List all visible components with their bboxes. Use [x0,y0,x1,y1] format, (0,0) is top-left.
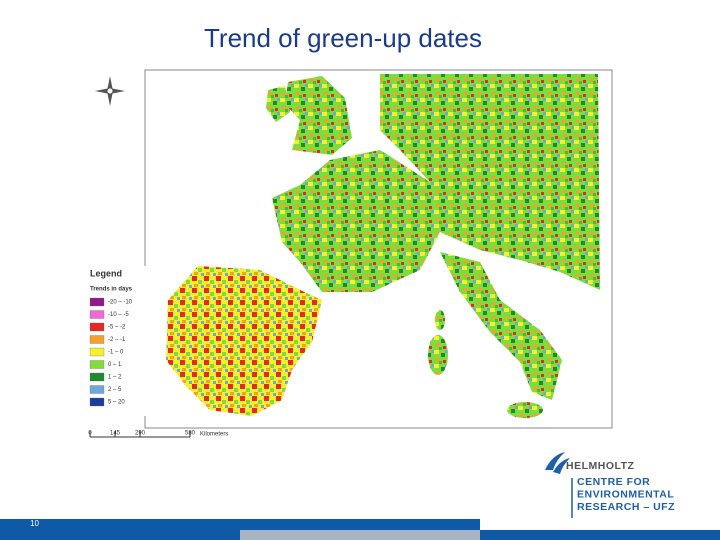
logo: HELMHOLTZ CENTRE FORENVIRONMENTALRESEARCH… [545,452,675,518]
legend-label: 0 – 1 [108,362,122,368]
logo-text: ENVIRONMENTAL [577,488,674,500]
logo-text: HELMHOLTZ [566,460,635,472]
scale-label: 290 [135,431,146,437]
legend-label: -10 – -5 [108,312,129,318]
legend: Legend Trends in days -20 – -10 -10 – -5 -… [86,266,146,416]
map [144,69,613,429]
scale-label: 145 [110,431,121,437]
legend-label: 5 – 20 [108,400,125,406]
footer-bar [0,519,480,530]
page-number: 10 [30,519,39,528]
legend-label: -5 – -2 [108,325,126,331]
legend-label: 2 – 5 [108,387,122,393]
footer-bar [240,530,480,540]
legend-swatch [89,335,105,344]
legend-subtitle: Trends in days [90,287,133,293]
legend-label: 1 – 2 [108,375,122,381]
title: Trend of green-up dates [204,23,482,53]
footer-bar [0,530,240,540]
compass [95,76,125,106]
legend-swatch [89,322,105,332]
legend-label: -1 – 0 [108,350,124,356]
footer-bar [480,530,720,540]
scale-unit: Kilometers [200,432,228,438]
logo-text: RESEARCH – UFZ [577,501,675,513]
legend-swatch [89,385,105,394]
legend-label: -20 – -10 [108,300,133,306]
logo-text: CENTRE FOR [577,476,650,488]
scale-label: 0 [88,431,92,437]
legend-swatch [89,297,105,307]
legend-swatch [89,360,105,369]
legend-title: Legend [90,268,122,278]
legend-swatch [89,310,105,319]
legend-swatch [89,372,105,382]
scale-label: 580 [185,431,196,437]
legend-swatch [89,397,105,407]
legend-swatch [89,347,105,357]
scale-bar: 0 145 290 580 Kilometers [88,431,228,438]
legend-label: -2 – -1 [108,337,126,343]
